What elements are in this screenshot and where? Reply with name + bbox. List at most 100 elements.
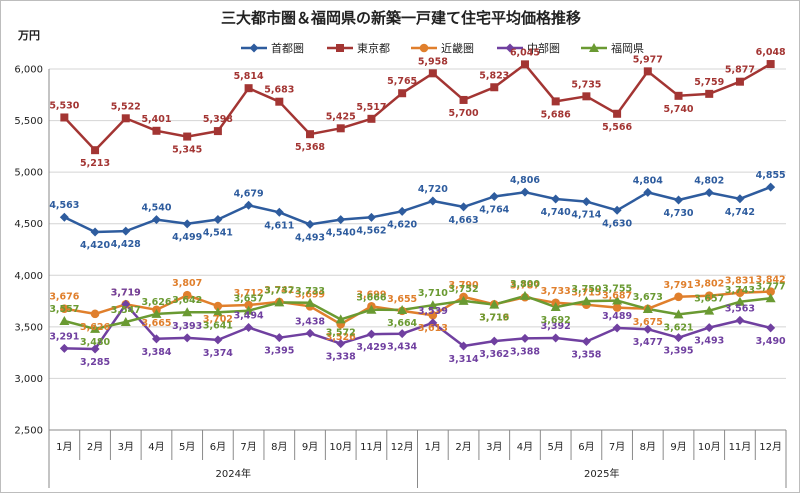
data-point [60, 113, 69, 122]
data-point [305, 219, 315, 229]
data-point [91, 146, 100, 155]
data-point [489, 299, 500, 309]
legend-marker [505, 43, 515, 53]
data-label: 5,765 [387, 76, 417, 87]
data-label: 3,291 [49, 331, 79, 342]
data-label: 3,702 [203, 314, 233, 325]
data-point [305, 297, 316, 307]
data-point [305, 328, 315, 338]
data-label: 5,345 [172, 145, 202, 156]
data-label: 3,715 [571, 288, 601, 299]
data-point [243, 305, 254, 315]
data-point [612, 303, 622, 312]
data-label: 3,621 [663, 322, 693, 333]
data-label: 4,802 [694, 176, 724, 187]
data-label: 4,663 [449, 215, 479, 226]
data-label: 4,720 [418, 184, 448, 195]
data-label: 3,675 [633, 317, 663, 328]
data-point [212, 307, 223, 317]
data-point [581, 296, 592, 306]
data-label: 3,641 [203, 320, 233, 331]
data-label: 3,719 [479, 312, 509, 323]
data-label: 3,831 [725, 276, 755, 287]
data-point [336, 339, 346, 349]
x-axis: 1月 2月 3月 4月 5月 6月 7月 8月 9月 10月 11月 12月 1月 2月 3月 4月 5月 6月 7… [48, 430, 787, 488]
data-point [428, 318, 438, 328]
data-point [551, 194, 561, 204]
data-label: 5,398 [203, 114, 233, 125]
data-label: 5,977 [633, 54, 663, 65]
x-tick-label: 6月 [210, 441, 226, 453]
data-point [428, 310, 438, 320]
data-point [458, 295, 469, 305]
chart-title: 三大都市圏＆福岡県の新築一戸建て住宅平均価格推移 [221, 9, 581, 27]
data-label: 3,712 [234, 288, 264, 299]
data-label: 3,692 [541, 315, 571, 326]
data-point [90, 344, 100, 354]
data-label: 3,807 [172, 278, 202, 289]
x-tick-label: 2月 [87, 441, 103, 453]
data-label: 3,676 [49, 292, 79, 303]
data-point [151, 215, 161, 225]
series-lines [63, 62, 772, 351]
data-point [182, 219, 192, 229]
data-point [213, 335, 223, 345]
legend-marker [589, 43, 599, 52]
data-point [519, 290, 530, 300]
data-label: 3,699 [356, 289, 386, 300]
data-label: 4,499 [172, 232, 202, 243]
data-label: 5,700 [449, 108, 479, 119]
data-point [489, 191, 499, 201]
x-tick-label: 11月 [729, 441, 752, 453]
data-label: 3,719 [111, 287, 141, 298]
y-tick-label: 3,000 [14, 374, 43, 385]
data-point [244, 300, 253, 310]
data-label: 4,742 [725, 207, 755, 218]
data-point [274, 297, 285, 307]
data-label: 3,673 [633, 292, 663, 303]
data-label: 6,045 [510, 47, 540, 58]
data-point [335, 314, 346, 324]
data-label: 3,563 [725, 303, 755, 314]
data-label: 5,517 [356, 102, 386, 113]
x-tick-label: 8月 [271, 441, 287, 453]
data-label: 3,800 [510, 279, 540, 290]
x-year-label: 2025年 [584, 467, 619, 480]
data-label: 3,733 [541, 286, 571, 297]
data-label: 3,393 [172, 321, 202, 332]
data-point [244, 200, 254, 210]
data-point [397, 304, 408, 314]
data-label: 5,759 [694, 77, 724, 88]
data-point [274, 207, 284, 217]
y-tick-label: 4,000 [14, 271, 43, 282]
legend-label: 東京都 [357, 41, 390, 55]
data-label: 4,740 [541, 207, 571, 218]
data-point [60, 304, 69, 314]
y-tick-label: 4,500 [14, 219, 43, 230]
data-point [367, 114, 376, 123]
data-label: 3,388 [510, 346, 540, 357]
data-point [306, 130, 315, 139]
data-label: 6,048 [756, 47, 786, 58]
data-point [735, 315, 745, 325]
y-tick-label: 2,500 [14, 426, 43, 437]
data-point [366, 329, 376, 339]
x-tick-label: 12月 [391, 441, 414, 453]
data-point [213, 127, 222, 136]
data-label: 3,493 [694, 336, 724, 347]
data-label: 3,752 [449, 284, 479, 295]
legend-label: 首都圏 [271, 41, 304, 55]
x-tick-label: 5月 [179, 441, 195, 453]
data-label: 3,664 [387, 318, 417, 329]
data-point [183, 132, 192, 141]
data-point [705, 89, 714, 98]
data-point [674, 333, 684, 343]
data-label: 5,401 [141, 114, 171, 125]
data-label: 3,358 [571, 350, 601, 361]
data-label: 3,526 [326, 332, 356, 343]
legend-label: 福岡県 [611, 41, 644, 55]
data-label: 3,699 [295, 289, 325, 300]
data-label: 3,666 [356, 293, 386, 304]
data-label: 5,686 [541, 109, 571, 120]
